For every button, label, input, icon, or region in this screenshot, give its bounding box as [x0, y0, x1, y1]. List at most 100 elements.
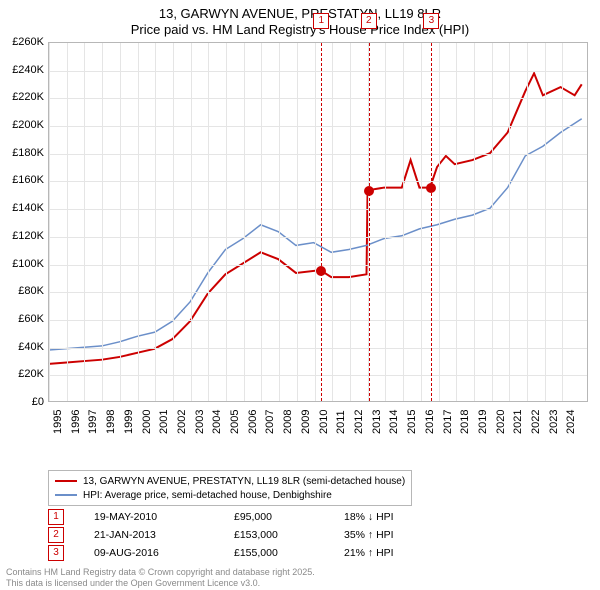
x-axis-label: 2015	[406, 410, 418, 434]
legend-label: 13, GARWYN AVENUE, PRESTATYN, LL19 8LR (…	[83, 476, 405, 487]
y-axis-label: £200K	[4, 119, 44, 131]
sale-index-box: 3	[48, 545, 64, 561]
plot-area: 123	[48, 42, 588, 402]
x-gridline	[509, 43, 510, 401]
y-axis-label: £220K	[4, 91, 44, 103]
sale-hpi-delta: 21% ↑ HPI	[344, 547, 434, 559]
attribution-line-2: This data is licensed under the Open Gov…	[6, 578, 315, 588]
x-axis-label: 2017	[442, 410, 454, 434]
sale-marker-box: 1	[313, 13, 329, 29]
title-line-1: 13, GARWYN AVENUE, PRESTATYN, LL19 8LR	[0, 6, 600, 22]
y-gridline	[49, 98, 587, 99]
sale-row: 119-MAY-2010£95,00018% ↓ HPI	[48, 508, 434, 526]
x-gridline	[545, 43, 546, 401]
legend-swatch	[55, 494, 77, 496]
sale-date: 21-JAN-2013	[94, 529, 204, 541]
x-axis-label: 2005	[229, 410, 241, 434]
attribution-line-1: Contains HM Land Registry data © Crown c…	[6, 567, 315, 577]
x-gridline	[155, 43, 156, 401]
sale-date: 09-AUG-2016	[94, 547, 204, 559]
sale-marker-dot	[316, 266, 326, 276]
sale-marker-line	[321, 43, 322, 401]
x-gridline	[403, 43, 404, 401]
legend-item: HPI: Average price, semi-detached house,…	[55, 488, 405, 502]
sale-marker-dot	[364, 186, 374, 196]
sale-index-box: 1	[48, 509, 64, 525]
y-axis-label: £120K	[4, 230, 44, 242]
x-gridline	[315, 43, 316, 401]
x-axis-label: 2013	[371, 410, 383, 434]
y-gridline	[49, 348, 587, 349]
y-gridline	[49, 181, 587, 182]
sale-date: 19-MAY-2010	[94, 511, 204, 523]
x-axis-label: 1999	[123, 410, 135, 434]
x-axis-label: 1996	[70, 410, 82, 434]
x-axis-label: 2019	[477, 410, 489, 434]
x-gridline	[191, 43, 192, 401]
sale-marker-line	[431, 43, 432, 401]
x-axis-label: 2002	[176, 410, 188, 434]
attribution: Contains HM Land Registry data © Crown c…	[6, 567, 315, 588]
x-gridline	[49, 43, 50, 401]
x-axis-label: 2016	[424, 410, 436, 434]
y-gridline	[49, 154, 587, 155]
x-gridline	[421, 43, 422, 401]
y-axis-label: £100K	[4, 258, 44, 270]
x-gridline	[261, 43, 262, 401]
x-axis-label: 2023	[548, 410, 560, 434]
sale-marker-dot	[426, 183, 436, 193]
x-gridline	[527, 43, 528, 401]
x-gridline	[562, 43, 563, 401]
x-gridline	[439, 43, 440, 401]
y-gridline	[49, 71, 587, 72]
y-axis-label: £60K	[4, 313, 44, 325]
x-axis-label: 2011	[335, 410, 347, 434]
sale-marker-line	[369, 43, 370, 401]
x-gridline	[84, 43, 85, 401]
x-axis-label: 2020	[495, 410, 507, 434]
x-axis-label: 1998	[105, 410, 117, 434]
sales-table: 119-MAY-2010£95,00018% ↓ HPI221-JAN-2013…	[48, 508, 434, 562]
y-gridline	[49, 375, 587, 376]
x-gridline	[474, 43, 475, 401]
legend: 13, GARWYN AVENUE, PRESTATYN, LL19 8LR (…	[48, 470, 412, 506]
x-axis-label: 2008	[282, 410, 294, 434]
x-gridline	[173, 43, 174, 401]
sale-price: £153,000	[234, 529, 314, 541]
y-axis-label: £180K	[4, 147, 44, 159]
sale-index-box: 2	[48, 527, 64, 543]
x-axis-label: 2006	[247, 410, 259, 434]
x-axis-label: 2009	[300, 410, 312, 434]
x-gridline	[385, 43, 386, 401]
sale-price: £95,000	[234, 511, 314, 523]
x-axis-label: 2004	[211, 410, 223, 434]
x-axis-label: 2001	[158, 410, 170, 434]
x-gridline	[208, 43, 209, 401]
y-gridline	[49, 209, 587, 210]
y-gridline	[49, 126, 587, 127]
y-axis-label: £80K	[4, 285, 44, 297]
x-axis-label: 2010	[318, 410, 330, 434]
sale-price: £155,000	[234, 547, 314, 559]
x-gridline	[297, 43, 298, 401]
chart: 123 £0 £20K £40K £60K £80K £100K £120K £140K £16…	[4, 42, 596, 442]
x-axis-label: 2003	[194, 410, 206, 434]
y-gridline	[49, 237, 587, 238]
y-axis-label: £140K	[4, 202, 44, 214]
title-line-2: Price paid vs. HM Land Registry's House …	[0, 22, 600, 38]
x-gridline	[120, 43, 121, 401]
y-axis-label: £40K	[4, 341, 44, 353]
x-axis-label: 2024	[565, 410, 577, 434]
x-gridline	[350, 43, 351, 401]
x-gridline	[492, 43, 493, 401]
x-axis-label: 1995	[52, 410, 64, 434]
y-axis-label: £20K	[4, 368, 44, 380]
legend-swatch	[55, 480, 77, 482]
sale-marker-box: 2	[361, 13, 377, 29]
x-axis-label: 2012	[353, 410, 365, 434]
y-axis-label: £160K	[4, 174, 44, 186]
sale-hpi-delta: 35% ↑ HPI	[344, 529, 434, 541]
sale-row: 3 09-AUG-2016 £155,000 21% ↑ HPI	[48, 544, 434, 562]
y-gridline	[49, 265, 587, 266]
y-axis-label: £0	[4, 396, 44, 408]
